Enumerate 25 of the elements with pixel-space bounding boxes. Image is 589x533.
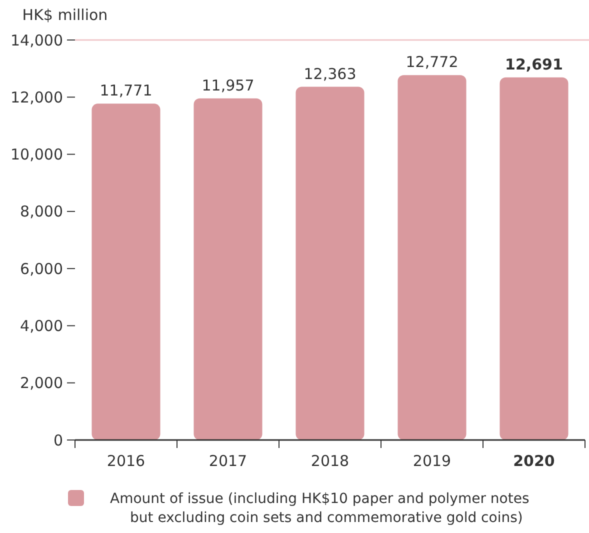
text: 12,772 xyxy=(406,53,458,72)
bar xyxy=(500,77,568,440)
y-tick-label: 14,000 xyxy=(10,31,63,50)
text: 12,691 xyxy=(505,55,563,74)
bar xyxy=(92,104,160,440)
x-tick-label: 2016 xyxy=(106,452,146,470)
x-tick-label: 2017 xyxy=(208,452,248,470)
y-tick-label: 8,000 xyxy=(20,202,63,221)
legend-label: Amount of issue (including HK$10 paper and polymer notes but excluding coin sets and commemorative gold coins) xyxy=(110,491,530,526)
y-tick-label: 4,000 xyxy=(20,316,63,335)
y-tick-label: 0 xyxy=(53,431,63,450)
text: 11,771 xyxy=(100,82,152,100)
y-axis-title: HK$ million xyxy=(22,6,108,24)
bar xyxy=(296,86,364,440)
y-tick-label: 6,000 xyxy=(20,260,63,278)
y-tick-label: 12,000 xyxy=(10,88,63,106)
bar xyxy=(194,98,262,440)
y-tick-label: 2,000 xyxy=(20,374,63,392)
text: 12,363 xyxy=(304,64,356,83)
x-tick-label: 2020 xyxy=(513,452,555,470)
x-tick-label: 2018 xyxy=(310,452,350,470)
y-tick-label: 10,000 xyxy=(10,146,63,164)
x-tick-label: 2019 xyxy=(412,452,452,470)
bar xyxy=(398,75,466,440)
text: 11,957 xyxy=(202,76,254,94)
